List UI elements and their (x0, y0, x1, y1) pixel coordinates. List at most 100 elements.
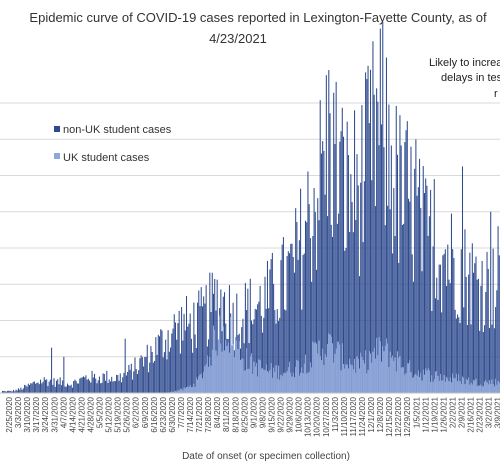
bar-uk (419, 376, 421, 393)
bar-uk (477, 385, 479, 393)
bar-non-uk (368, 123, 370, 393)
bar-uk (385, 338, 387, 393)
bar-uk (457, 381, 459, 393)
bar-non-uk (123, 372, 125, 393)
bar-non-uk (2, 390, 4, 393)
bar-uk (347, 368, 349, 393)
bar-non-uk (393, 188, 395, 393)
bar-uk (289, 361, 291, 393)
bar-non-uk (291, 243, 293, 393)
x-tick-label: 10/27/2020 (322, 396, 331, 437)
bar-non-uk (335, 81, 337, 393)
bar-non-uk (446, 285, 448, 393)
bar-uk (420, 372, 422, 393)
bar-non-uk (412, 281, 414, 393)
bar-non-uk (81, 377, 83, 393)
bar-non-uk (86, 379, 88, 393)
bar-non-uk (437, 299, 439, 393)
bar-non-uk (373, 94, 375, 393)
bar-uk (365, 350, 367, 393)
bar-uk (286, 371, 288, 393)
bar-uk (349, 358, 351, 393)
bar-uk (333, 362, 335, 393)
bar-non-uk (442, 255, 444, 393)
bar-non-uk (411, 254, 413, 393)
bar-uk (317, 353, 319, 393)
bar-uk (233, 357, 235, 393)
bar-non-uk (400, 145, 402, 393)
bar-non-uk (330, 224, 332, 393)
bar-non-uk (35, 383, 37, 393)
bar-non-uk (6, 390, 8, 393)
bar-uk (408, 363, 410, 393)
bar-non-uk (465, 276, 467, 393)
bar-uk (443, 375, 445, 393)
bar-non-uk (431, 310, 433, 393)
bar-non-uk (469, 252, 471, 393)
bar-non-uk (210, 312, 212, 393)
bar-non-uk (165, 339, 167, 393)
bar-non-uk (493, 328, 495, 393)
bar-non-uk (454, 309, 456, 393)
bar-uk (271, 377, 273, 393)
bar-uk (366, 373, 368, 393)
bar-non-uk (205, 285, 207, 393)
bar-uk (434, 371, 437, 393)
bar-non-uk (273, 283, 275, 393)
bar-uk (176, 391, 178, 393)
bar-non-uk (308, 204, 310, 393)
bar-non-uk (357, 185, 359, 393)
bar-uk (343, 363, 345, 393)
bar-non-uk (471, 243, 473, 393)
bar-non-uk (314, 212, 316, 393)
bar-non-uk (228, 285, 230, 393)
x-tick-label: 3/9/2021 (494, 396, 500, 428)
bar-uk (266, 370, 268, 393)
bar-non-uk (257, 304, 259, 393)
bar-uk (367, 369, 369, 393)
bar-uk (368, 351, 370, 393)
x-tick-label: 2/9/2021 (458, 396, 467, 428)
bar-non-uk (19, 389, 21, 393)
bar-non-uk (491, 324, 493, 393)
x-tick-label: 6/16/2020 (150, 396, 159, 432)
bar-uk (409, 360, 411, 393)
bar-non-uk (289, 253, 291, 393)
bar-uk (262, 367, 264, 393)
bar-uk (275, 365, 277, 393)
bar-uk (301, 367, 303, 393)
bar-non-uk (286, 256, 288, 393)
bar-non-uk (255, 309, 257, 393)
bar-uk (320, 360, 322, 393)
bar-non-uk (195, 347, 197, 393)
bar-uk (379, 341, 381, 393)
bar-non-uk (73, 381, 75, 393)
bar-non-uk (292, 256, 294, 393)
bar-non-uk (363, 181, 365, 393)
bar-uk (231, 345, 233, 393)
bar-uk (336, 341, 338, 393)
bar-uk (323, 365, 325, 393)
bar-non-uk (249, 278, 251, 393)
bar-uk (170, 391, 172, 393)
bar-uk (187, 386, 189, 393)
bar-uk (205, 363, 207, 393)
bar-uk (313, 342, 315, 393)
bar-uk (208, 366, 210, 393)
x-tick-label: 6/9/2020 (141, 396, 150, 428)
bar-uk (447, 378, 449, 393)
bar-non-uk (395, 105, 397, 393)
bar-non-uk (51, 347, 53, 393)
bar-non-uk (177, 323, 179, 393)
bar-uk (470, 382, 472, 393)
bar-non-uk (416, 195, 418, 393)
bar-non-uk (381, 124, 383, 393)
bar-uk (216, 355, 218, 393)
bar-uk (382, 345, 384, 393)
bar-non-uk (27, 383, 29, 393)
bar-uk (303, 363, 305, 393)
bar-uk (253, 361, 255, 393)
bar-non-uk (492, 248, 494, 393)
bar-non-uk (90, 382, 92, 393)
bar-non-uk (98, 376, 100, 393)
